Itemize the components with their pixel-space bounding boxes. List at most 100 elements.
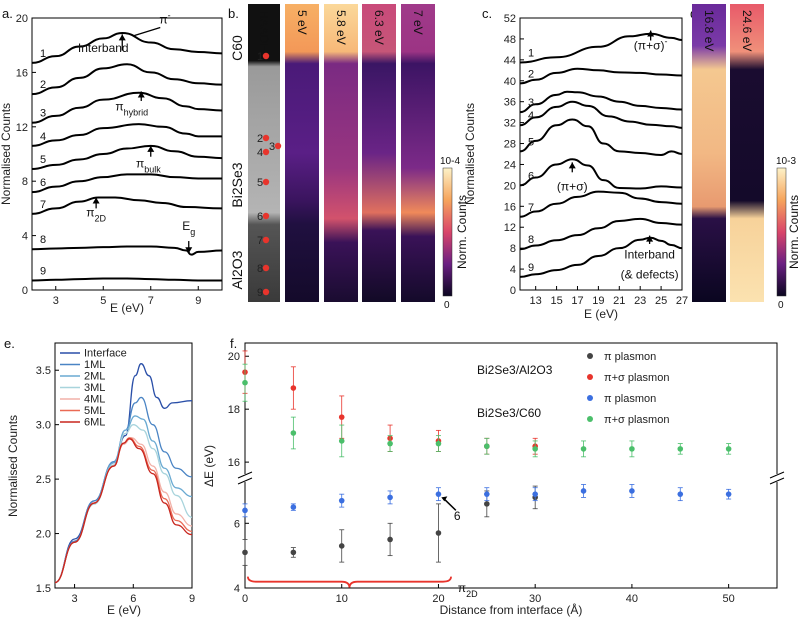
c-arrow-interband-head [646,235,654,242]
c-arrow-pisigma-minus-head [647,30,655,37]
colorbar-b [442,167,453,297]
b-point-label: 3 [269,141,275,153]
a-series-9 [31,277,222,282]
b-point-marker [262,52,270,60]
panel-a-frame [31,17,223,291]
f-point-bi2se3-c60-pi-sigma [290,430,297,436]
c-series-6 [519,158,683,190]
f-ytick-label: 16 [228,457,240,469]
b-point-label: 2 [257,133,263,145]
c-series-5 [519,118,683,157]
colorbar-d-min: 0 [778,300,784,311]
a-series-4 [31,123,222,147]
f-legend-entry: π+σ plasmon [604,414,669,426]
c-curve-number: 8 [528,234,534,246]
f-point-bi2se3-c60-pi-sigma [242,379,248,386]
a-arrow-pi-bulk-head [147,145,155,152]
panel-b-label: b. [228,6,239,21]
c-ytick-label: 20 [504,180,516,192]
c-annotation: (& defects) [621,267,679,281]
a-ytick-label: 12 [16,122,28,134]
f-point-bi2se3-c60-pi-sigma [387,440,393,447]
a-annotation: πhybrid [115,99,148,117]
e-xtick-label: 9 [189,593,195,605]
panel-f: f. ΔE (eV) Distance from interface (Å) 0… [202,336,785,617]
f-xtick-label: 20 [432,593,444,605]
c-xtick-label: 23 [634,295,646,307]
a-curve-number: 5 [40,154,46,166]
c-series-2 [519,67,683,85]
panel-b: b. HAADF 5 eV 5.8 eV 6.3 eV 7 eV 1 234 5 6 7 8 9 C… [228,4,469,311]
e-legend-entry: Interface [84,348,127,360]
f-legend-marker [587,374,593,380]
a-annotation: πbulk [136,157,161,175]
axis-break-marks [237,471,785,485]
layer-label-c60: C60 [229,35,245,61]
f-point-bi2se3-c60-pi [629,488,635,494]
eels-strip-6-3ev [362,4,396,302]
c-ytick-label: 12 [504,222,516,234]
f-legend-entry: π+σ plasmon [604,372,669,384]
a-arrow-interband-head [118,34,126,41]
e-ytick-label: 1.5 [36,583,51,595]
c-series-3 [519,90,683,114]
a-series-2 [31,63,223,96]
b-point-label: 6 [257,211,263,223]
b-point-label: 8 [257,263,263,275]
a-annotation: Interband [78,41,129,55]
a-ytick-label: 8 [22,176,28,188]
c-ytick-label: 28 [504,139,516,151]
b-point-label: 4 [257,147,263,159]
panel-a: a. Normalised Counts E (eV) 3 5 7 904812162… [0,6,223,315]
b-strip-label: 6.3 eV [372,10,386,45]
b-point-label: 1 [257,51,263,63]
a-curve-number: 2 [40,79,46,91]
c-ytick-label: 4 [510,264,516,276]
b-point-marker [262,178,270,186]
f-ytick-label: 20 [228,351,240,363]
a-series-6 [31,173,222,194]
e-ytick-label: 3.0 [36,420,51,432]
panel-e: e. Normalised Counts E (eV) 3 6 9 1.5 2.0 2.5… [4,336,195,617]
c-annotation: Interband [624,248,675,262]
a-series-1 [31,31,223,64]
a-curve-number: 6 [40,177,46,189]
eels-strip-5ev [285,4,319,302]
e-legend-entry: 4ML [84,394,105,406]
e-legend-entry: 2ML [84,371,105,383]
d-strip-label: 16.8 eV [702,10,716,51]
f-point-bi2se3-c60-pi-sigma [338,438,345,444]
a-series-3 [31,91,223,124]
f-point-bi2se3-c60-pi [725,491,732,497]
a-arrow-pi-2d-head [92,197,100,204]
panel-f-xlabel: Distance from interface (Å) [440,602,583,617]
c-ytick-label: 48 [504,34,516,46]
f-point-bi2se3-c60-pi-sigma [580,446,587,452]
c-xtick-label: 27 [676,295,688,307]
a-ytick-label: 16 [16,67,28,79]
f-point-bi2se3-al2o3-pi [338,543,345,549]
c-ytick-label: 44 [504,55,516,67]
b-strip-label: 5 eV [295,10,309,35]
c-ytick-label: 52 [504,13,516,25]
colorbar-b-max: 10-4 [440,156,460,167]
c-ytick-label: 36 [504,97,516,109]
panel-e-frame [54,342,193,589]
e-series-6ml [54,438,193,584]
c-series-9 [519,236,683,278]
panel-c-ylabel: Normalised Counts [463,103,477,205]
a-ytick-label: 4 [22,231,28,243]
c-series-7 [519,190,683,218]
b-point-label: 5 [257,177,263,189]
a-curve-number: 7 [40,199,46,211]
e-series-4ml [54,437,193,584]
c-xtick-label: 21 [613,295,625,307]
eels-strip-24-6ev [730,4,764,302]
c-ytick-label: 24 [504,159,516,171]
f-legend-group: Bi2Se3/Al2O3 [477,363,553,377]
eels-strip-16-8ev [692,4,726,302]
c-arrow-pisigma-head [568,162,576,169]
c-series-1 [519,32,683,64]
panel-f-label: f. [230,336,237,351]
